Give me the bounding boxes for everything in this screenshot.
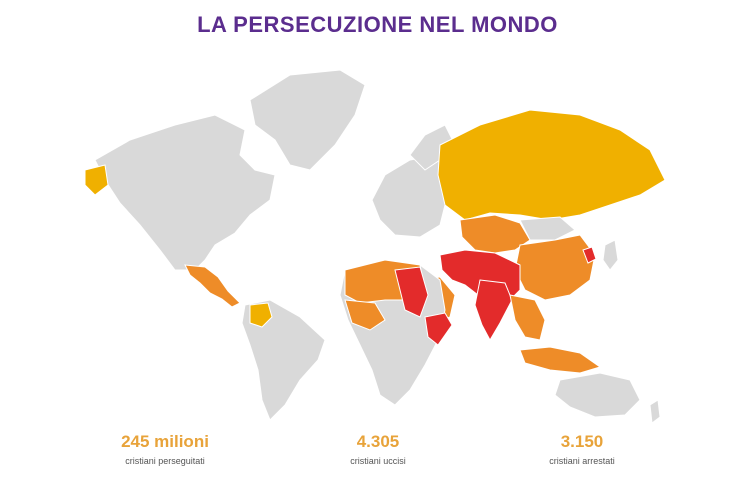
region-mexico-central-america[interactable] [184, 264, 241, 308]
stat-value: 245 milioni [121, 432, 209, 451]
stat-value: 3.150 [560, 432, 604, 451]
region-south-america[interactable] [241, 299, 326, 421]
region-mongolia[interactable] [519, 216, 576, 241]
region-new-zealand[interactable] [649, 399, 661, 424]
region-central-asia[interactable] [459, 214, 531, 254]
region-horn-of-africa[interactable] [424, 312, 453, 346]
region-colombia[interactable] [249, 302, 273, 328]
region-indonesia[interactable] [519, 346, 602, 374]
stats-row: 245 milioni cristiani perseguitati 4.305… [0, 432, 755, 482]
region-north-korea[interactable] [582, 246, 597, 264]
stat-label: cristiani uccisi [350, 456, 406, 466]
region-russia[interactable] [437, 109, 666, 221]
region-australia[interactable] [554, 372, 641, 418]
stat-persecuted: 245 milioni cristiani perseguitati [55, 432, 275, 466]
region-china[interactable] [514, 234, 596, 301]
stat-label: cristiani arrestati [549, 456, 615, 466]
stat-value: 4.305 [356, 432, 400, 451]
region-west-africa[interactable] [344, 299, 386, 331]
region-alaska[interactable] [84, 164, 109, 196]
region-libya-sudan[interactable] [394, 266, 429, 318]
world-map [84, 69, 666, 424]
region-north-america[interactable] [94, 114, 276, 271]
stat-killed: 4.305 cristiani uccisi [268, 432, 488, 466]
region-southeast-asia[interactable] [509, 294, 546, 341]
map-title: LA PERSECUZIONE NEL MONDO [197, 12, 558, 37]
region-japan[interactable] [602, 239, 619, 271]
stat-label: cristiani perseguitati [125, 456, 205, 466]
stat-arrested: 3.150 cristiani arrestati [472, 432, 692, 466]
region-greenland[interactable] [249, 69, 366, 171]
region-india[interactable] [474, 279, 513, 342]
